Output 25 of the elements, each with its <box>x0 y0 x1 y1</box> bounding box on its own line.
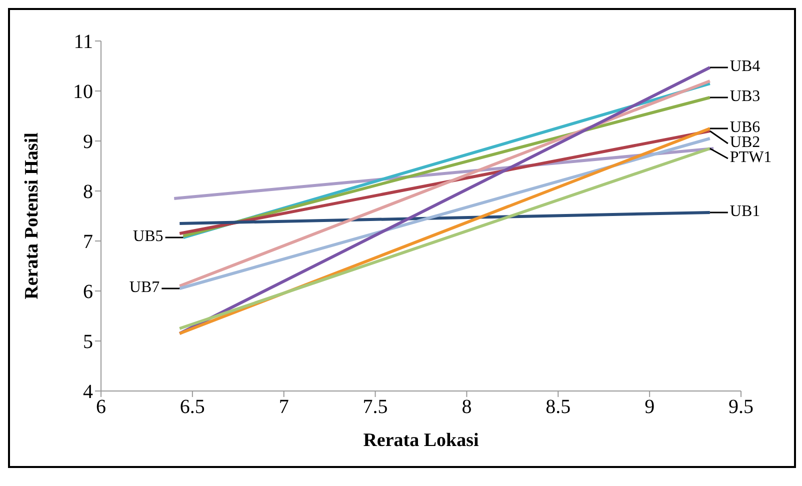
x-tick-label: 9 <box>644 396 655 418</box>
x-tick-label: 9.5 <box>728 396 754 418</box>
y-tick-label: 9 <box>83 131 93 154</box>
x-tick-label: 6.5 <box>180 396 205 418</box>
series-label: UB3 <box>730 88 760 106</box>
x-tick-label: 8 <box>462 396 472 418</box>
y-tick-label: 7 <box>83 231 93 254</box>
y-axis-title: Rerata Potensi Hasil <box>22 132 43 300</box>
series-label: UB1 <box>730 203 760 220</box>
x-tick-label: 7 <box>278 396 289 418</box>
series-label: UB7 <box>129 279 160 296</box>
series-label: UB5 <box>133 228 164 246</box>
series-label: UB6 <box>730 119 760 136</box>
y-tick-label: 4 <box>83 381 93 404</box>
x-tick-label: 8.5 <box>546 396 571 418</box>
x-tick-label: 7.5 <box>362 396 388 418</box>
y-tick-label: 5 <box>83 331 93 354</box>
y-tick-label: 10 <box>73 81 93 104</box>
y-tick-label: 11 <box>74 31 93 54</box>
series-label: UB4 <box>730 58 760 76</box>
y-tick-label: 6 <box>83 281 93 304</box>
series-label: PTW1 <box>730 149 772 166</box>
series-label: UB2 <box>730 134 760 152</box>
x-axis-title: Rerata Lokasi <box>363 430 479 451</box>
y-tick-label: 8 <box>83 181 93 204</box>
